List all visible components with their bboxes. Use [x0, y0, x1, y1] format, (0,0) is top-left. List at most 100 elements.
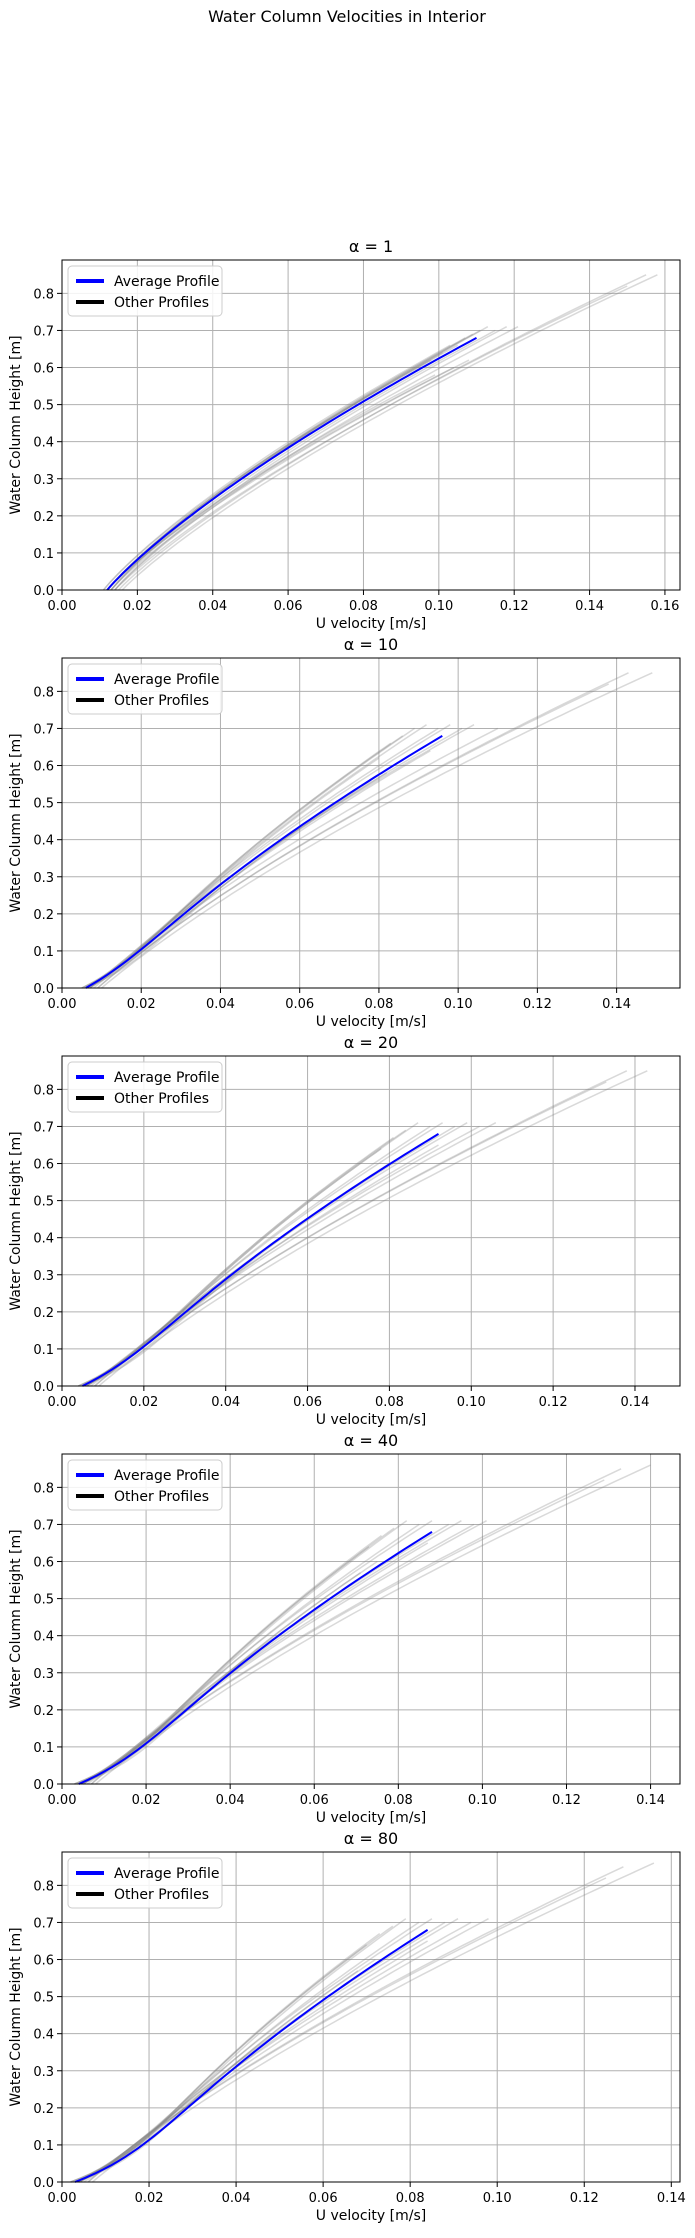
x-tick-label: 0.06 [285, 997, 314, 1012]
y-tick-label: 0.8 [33, 1083, 54, 1098]
other-profile-line [74, 1534, 382, 1785]
axes-frame [61, 1453, 681, 1785]
x-tick-label: 0.02 [127, 997, 156, 1012]
other-profile-line [93, 727, 499, 989]
other-profile-line [114, 285, 628, 591]
other-profile-line [70, 1925, 394, 2183]
chart-panel-1: 0.00 0.02 0.04 0.06 0.08 0.10 0.12 0.14 0.16 0.0 0… [8, 237, 681, 632]
y-tick-label: 0.4 [33, 834, 54, 849]
other-profile-line [85, 727, 416, 989]
x-tick-label: 0.00 [48, 2191, 77, 2206]
y-tick-label: 0.7 [33, 1916, 54, 1931]
legend-box [67, 1061, 223, 1113]
other-profile-line [98, 1070, 648, 1387]
chart-panel-3: 0.00 0.02 0.04 0.06 0.08 0.10 0.12 0.14 0.0 0.1 0.… [8, 1033, 681, 1428]
other-profile-line [81, 735, 404, 989]
average-profile-line [106, 337, 477, 591]
chart-panel-4: 0.00 0.02 0.04 0.06 0.08 0.10 0.12 0.14 0.0 0.1 0.… [8, 1431, 681, 1826]
x-tick-label: 0.12 [523, 997, 552, 1012]
axes-frame [61, 259, 681, 591]
legend-label-average: Average Profile [114, 1866, 219, 1882]
axes-frame [61, 1851, 681, 2183]
y-tick-label: 0.0 [33, 584, 54, 599]
y-tick-label: 0.5 [33, 1593, 54, 1608]
y-tick-label: 0.7 [33, 1518, 54, 1533]
y-tick-label: 0.7 [33, 324, 54, 339]
other-profile-line [85, 727, 439, 989]
average-profile-line [85, 735, 443, 989]
other-profile-line [85, 772, 388, 989]
x-tick-label: 0.08 [349, 599, 378, 614]
y-tick-label: 0.6 [33, 760, 54, 775]
x-tick-label: 0.08 [364, 997, 393, 1012]
figure-suptitle: Water Column Velocities in Interior [208, 7, 486, 26]
legend-label-other: Other Profiles [114, 693, 209, 709]
y-tick-label: 0.4 [33, 1232, 54, 1247]
other-profile-line [89, 724, 451, 989]
x-tick-label: 0.06 [274, 599, 303, 614]
other-profile-line [78, 1129, 407, 1387]
x-tick-label: 0.10 [457, 1395, 486, 1410]
legend-label-other: Other Profiles [114, 1091, 209, 1107]
legend-label-average: Average Profile [114, 1468, 219, 1484]
other-profile-line [97, 672, 629, 989]
other-profile-line [74, 1970, 359, 2183]
y-tick-label: 0.0 [33, 982, 54, 997]
y-tick-label: 0.4 [33, 2028, 54, 2043]
x-axis-label: U velocity [m/s] [316, 2208, 426, 2224]
chart-panel-5: 0.00 0.02 0.04 0.06 0.08 0.10 0.12 0.14 0.0 0.1 0.… [8, 1829, 686, 2224]
other-profile-line [81, 742, 392, 989]
x-tick-label: 0.10 [483, 2191, 512, 2206]
y-axis-label: Water Column Height [m] [8, 1927, 24, 2106]
x-tick-label: 0.02 [123, 599, 152, 614]
x-tick-label: 0.12 [552, 1793, 581, 1808]
other-profile-line [97, 683, 610, 989]
y-tick-label: 0.7 [33, 1120, 54, 1135]
other-profile-line [83, 1918, 489, 2183]
x-tick-label: 0.04 [216, 1793, 245, 1808]
x-tick-label: 0.10 [468, 1793, 497, 1808]
other-profile-line [89, 750, 431, 989]
other-profile-line [79, 1918, 459, 2183]
x-axis-label: U velocity [m/s] [316, 1810, 426, 1826]
y-tick-label: 0.2 [33, 1704, 54, 1719]
x-tick-label: 0.00 [48, 1793, 77, 1808]
other-profile-line [114, 326, 508, 591]
y-tick-label: 0.1 [33, 945, 54, 960]
y-axis-label: Water Column Height [m] [8, 1131, 24, 1310]
x-axis-label: U velocity [m/s] [316, 616, 426, 632]
x-tick-label: 0.02 [135, 2191, 164, 2206]
other-profile-line [78, 1136, 394, 1387]
y-tick-label: 0.5 [33, 399, 54, 414]
legend: Average Profile Other Profiles [67, 1459, 223, 1511]
other-profile-line [78, 1523, 420, 1785]
y-tick-label: 0.4 [33, 1630, 54, 1645]
chart-panel-2: 0.00 0.02 0.04 0.06 0.08 0.10 0.12 0.14 0.0 0.1 0.… [8, 635, 681, 1030]
x-tick-label: 0.04 [206, 997, 235, 1012]
average-profile-line [78, 1531, 433, 1785]
other-profile-line [95, 1464, 651, 1785]
x-tick-label: 0.02 [132, 1793, 161, 1808]
legend: Average Profile Other Profiles [67, 265, 223, 317]
x-tick-label: 0.06 [309, 2191, 338, 2206]
other-profile-line [82, 1523, 475, 1785]
legend-box [67, 1857, 223, 1909]
other-profile-line [94, 1081, 607, 1387]
y-tick-label: 0.8 [33, 1481, 54, 1496]
y-tick-label: 0.5 [33, 1991, 54, 2006]
x-axis-label: U velocity [m/s] [316, 1412, 426, 1428]
other-profile-line [92, 1862, 655, 2183]
y-tick-label: 0.3 [33, 1667, 54, 1682]
chart-title: α = 1 [349, 237, 393, 256]
legend-label-average: Average Profile [114, 672, 219, 688]
chart-panels: 0.00 0.02 0.04 0.06 0.08 0.10 0.12 0.14 0.160.00… [8, 237, 686, 2224]
x-tick-label: 0.00 [48, 997, 77, 1012]
other-profile-line [85, 779, 372, 989]
legend-box [67, 265, 223, 317]
x-tick-label: 0.12 [570, 2191, 599, 2206]
other-profile-line [87, 1866, 624, 2183]
other-profile-line [78, 1520, 433, 1785]
other-profile-line [101, 672, 653, 989]
other-profile-line [74, 1918, 407, 2183]
y-tick-label: 0.2 [33, 908, 54, 923]
